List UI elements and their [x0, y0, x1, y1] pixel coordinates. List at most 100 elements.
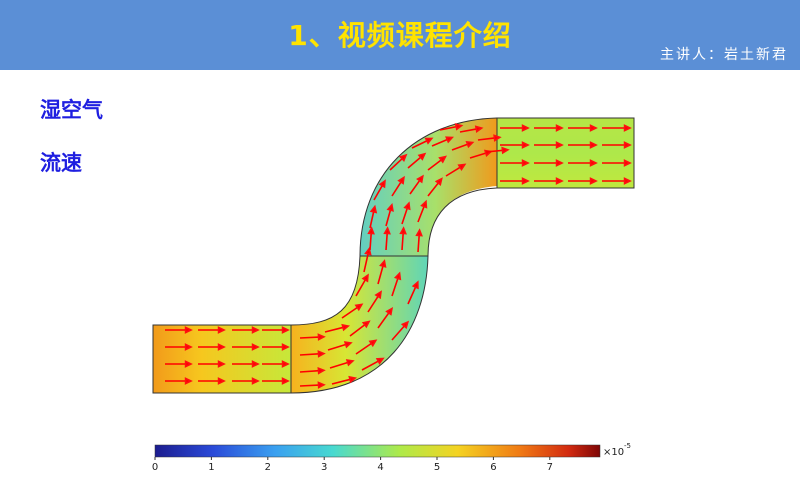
velocity-arrow-shaft — [485, 149, 503, 153]
velocity-arrow-shaft — [417, 205, 425, 223]
velocity-arrow-shaft — [385, 232, 389, 251]
velocity-arrow-head — [589, 124, 598, 132]
velocity-arrow-head — [623, 159, 632, 167]
velocity-arrow-shaft — [431, 138, 448, 147]
velocity-arrow-shaft — [341, 306, 359, 319]
velocity-arrow-head — [501, 146, 510, 155]
velocity-arrow-shaft — [389, 157, 403, 171]
pipe-outline — [152, 117, 635, 394]
velocity-arrow-head — [364, 246, 372, 256]
colorbar-tick-label: 5 — [434, 462, 440, 473]
velocity-arrow-shaft — [299, 384, 320, 387]
velocity-arrow-head — [379, 259, 387, 268]
velocity-arrow-head — [341, 323, 351, 332]
velocity-arrow-head — [361, 273, 369, 283]
velocity-arrow-shaft — [391, 181, 402, 197]
velocity-arrow-head — [361, 320, 371, 329]
velocity-arrow-shaft — [401, 232, 405, 251]
velocity-arrow-shaft — [363, 253, 369, 273]
velocity-arrow-head — [374, 290, 382, 300]
velocity-arrow-shaft — [369, 232, 373, 251]
velocity-arrow-head — [375, 357, 385, 365]
velocity-arrow-head — [184, 377, 193, 385]
colorbar-ticks: 0 1 2 3 4 5 6 7 — [152, 457, 553, 473]
velocity-arrow-head — [445, 136, 454, 144]
velocity-arrow-head — [589, 177, 598, 185]
velocity-arrow-shaft — [299, 336, 320, 339]
velocity-arrow-shaft — [401, 207, 409, 225]
velocity-arrow-head — [397, 175, 405, 185]
velocity-arrow-shaft — [451, 143, 469, 151]
label-humid-air: 湿空气 — [40, 98, 103, 122]
velocity-arrow-head — [555, 124, 564, 132]
velocity-arrow-head — [217, 360, 226, 368]
velocity-arrow-head — [623, 177, 632, 185]
velocity-arrow-shaft — [373, 184, 384, 201]
velocity-arrow-head — [420, 199, 428, 209]
colorbar-exponent: -5 — [624, 442, 631, 450]
velocity-arrow-head — [386, 202, 394, 212]
velocity-arrow-head — [317, 350, 326, 358]
velocity-arrow-shaft — [367, 295, 379, 313]
velocity-arrow-shaft — [377, 265, 384, 285]
velocity-arrow-head — [251, 377, 260, 385]
velocity-arrow-shaft — [361, 360, 380, 371]
velocity-arrow-head — [184, 326, 193, 334]
velocity-arrow-shaft — [391, 277, 399, 297]
velocity-arrow-shaft — [407, 286, 417, 305]
velocity-arrow-head — [378, 179, 386, 189]
velocity-arrow-head — [367, 226, 375, 235]
velocity-arrow-head — [184, 360, 193, 368]
velocity-arrow-shaft — [327, 343, 347, 351]
velocity-arrow-head — [343, 341, 353, 349]
velocity-arrow-head — [281, 377, 290, 385]
velocity-arrow-head — [555, 159, 564, 167]
velocity-arrow-head — [385, 306, 394, 316]
velocity-arrow-shaft — [427, 159, 443, 171]
velocity-arrows — [165, 123, 632, 389]
velocity-arrow-head — [623, 141, 632, 149]
colorbar-tick-label: 2 — [265, 462, 271, 473]
velocity-arrow-head — [521, 141, 530, 149]
colorbar-tick-label: 1 — [208, 462, 214, 473]
velocity-arrow-head — [399, 226, 407, 235]
velocity-arrow-shaft — [409, 179, 421, 195]
velocity-arrow-head — [217, 343, 226, 351]
velocity-arrow-shaft — [331, 378, 351, 385]
velocity-arrow-head — [398, 153, 408, 163]
velocity-arrow-head — [457, 163, 467, 172]
velocity-arrow-shaft — [391, 325, 406, 341]
velocity-arrow-head — [400, 320, 410, 330]
velocity-arrow-head — [345, 359, 355, 367]
velocity-arrow-shaft — [417, 234, 421, 253]
velocity-arrow-head — [251, 326, 260, 334]
colorbar-tick-label: 7 — [547, 462, 553, 473]
velocity-arrow-shaft — [445, 166, 461, 177]
velocity-arrow-shaft — [299, 353, 320, 356]
velocity-arrow-shaft — [349, 323, 366, 337]
colorbar-multiplier: ×10 — [603, 447, 624, 458]
velocity-arrow-shaft — [369, 211, 375, 229]
velocity-arrow-head — [368, 339, 378, 348]
velocity-arrow-shaft — [411, 139, 428, 149]
velocity-arrow-head — [424, 137, 434, 145]
title-bar — [0, 0, 800, 70]
slide-title: 1、视频课程介绍 — [288, 19, 512, 52]
velocity-arrow-head — [317, 381, 326, 389]
presenter-label: 主讲人：岩土新君 — [660, 47, 788, 63]
velocity-arrow-head — [623, 124, 632, 132]
velocity-arrow-shaft — [324, 326, 344, 333]
velocity-arrow-head — [521, 159, 530, 167]
velocity-arrow-head — [454, 123, 464, 131]
velocity-arrow-head — [184, 343, 193, 351]
velocity-arrow-head — [589, 141, 598, 149]
velocity-arrow-head — [354, 303, 364, 312]
velocity-arrow-head — [438, 155, 448, 164]
velocity-arrow-shaft — [355, 342, 373, 355]
label-flow-velocity: 流速 — [40, 151, 82, 175]
velocity-arrow-head — [281, 360, 290, 368]
velocity-arrow-head — [369, 204, 378, 214]
velocity-arrow-shaft — [377, 312, 390, 329]
velocity-arrow-shaft — [427, 182, 440, 197]
